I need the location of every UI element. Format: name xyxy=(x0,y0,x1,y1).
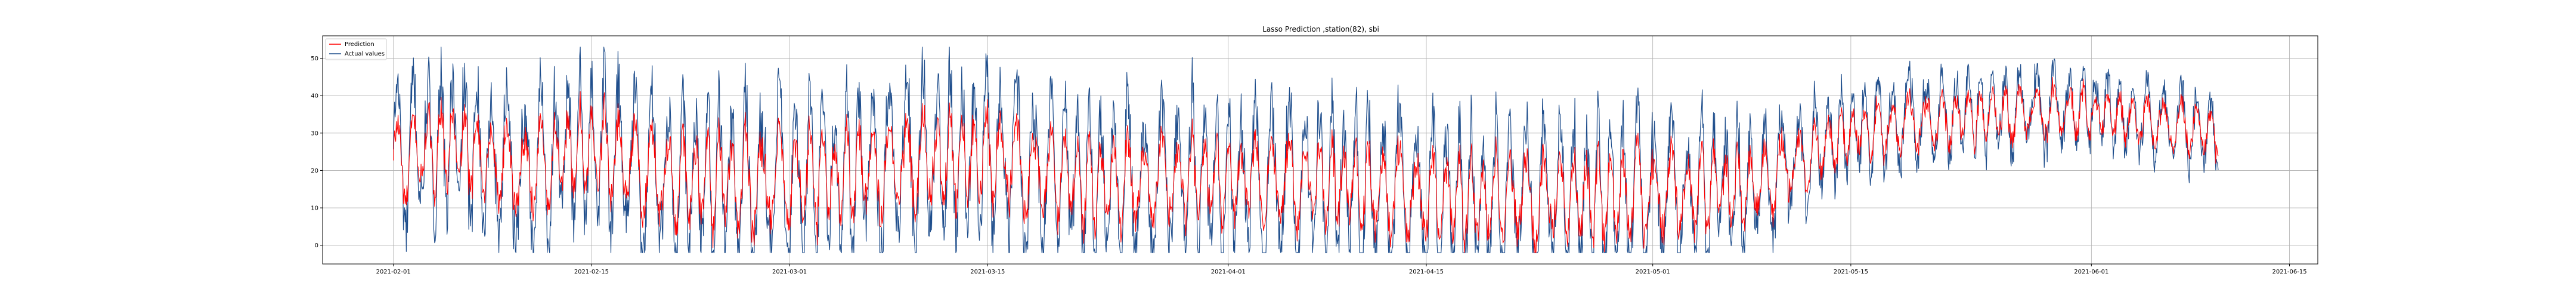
series-line-prediction xyxy=(393,76,2219,253)
x-tick-label: 2021-02-01 xyxy=(376,269,411,275)
x-tick-label: 2021-03-15 xyxy=(970,269,1005,275)
x-tick-label: 2021-02-15 xyxy=(574,269,609,275)
x-tick-label: 2021-04-15 xyxy=(1409,269,1444,275)
y-tick-label: 10 xyxy=(311,205,318,212)
x-tick-label: 2021-03-01 xyxy=(772,269,807,275)
y-axis: 0 10 20 30 40 50 xyxy=(311,56,323,249)
x-tick-label: 2021-06-15 xyxy=(2272,269,2306,275)
x-tick-label: 2021-06-01 xyxy=(2074,269,2109,275)
series-layer xyxy=(393,47,2219,253)
y-tick-label: 40 xyxy=(311,93,318,100)
legend-label-actual: Actual values xyxy=(345,51,385,57)
x-axis: 2021-02-01 2021-02-15 2021-03-01 2021-03-15… xyxy=(376,264,2307,275)
y-tick-label: 20 xyxy=(311,168,318,174)
chart-title: Lasso Prediction ,station(82), sbi xyxy=(1262,25,1379,33)
x-tick-label: 2021-05-01 xyxy=(1636,269,1670,275)
legend: Prediction Actual values xyxy=(325,38,387,60)
plot-area xyxy=(322,35,2318,265)
x-tick-label: 2021-04-01 xyxy=(1211,269,1246,275)
x-tick-label: 2021-05-15 xyxy=(1834,269,1868,275)
legend-label-prediction: Prediction xyxy=(345,41,374,48)
plot-frame xyxy=(322,35,2318,265)
y-tick-label: 0 xyxy=(315,242,318,249)
y-tick-label: 50 xyxy=(311,56,318,62)
y-tick-label: 30 xyxy=(311,130,318,137)
